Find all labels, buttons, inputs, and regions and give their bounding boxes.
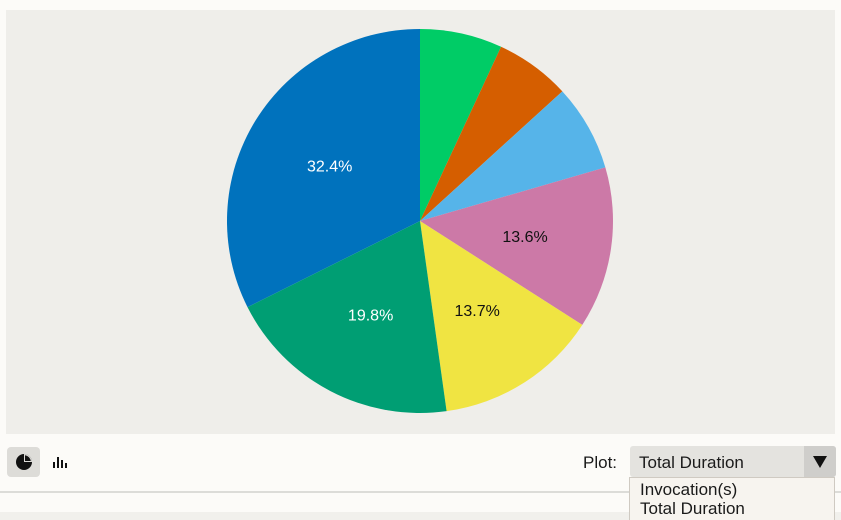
pie-slice-label-4: 13.7% bbox=[454, 303, 499, 320]
divider bbox=[0, 491, 841, 493]
triangle-down-icon bbox=[813, 455, 827, 468]
pie-slice-0[interactable] bbox=[420, 29, 502, 221]
pie-chart-icon bbox=[15, 454, 32, 470]
toolbar: Plot: Total Duration bbox=[0, 436, 841, 490]
plot-option-invocations[interactable]: Invocation(s) bbox=[640, 480, 738, 499]
chart-panel: 13.6% 13.7% 19.8% 32.4% bbox=[6, 10, 835, 434]
pie-slice-2[interactable] bbox=[420, 91, 606, 222]
pie-slice-3[interactable] bbox=[420, 167, 613, 325]
pie-slice-6[interactable] bbox=[226, 29, 420, 308]
plot-dropdown-list: Invocation(s) Total Duration bbox=[629, 477, 835, 520]
plot-select-value: Total Duration bbox=[639, 453, 744, 472]
pie-slice-5[interactable] bbox=[247, 221, 447, 413]
pie-slice-1[interactable] bbox=[420, 46, 563, 222]
pie-chart: 13.6% 13.7% 19.8% 32.4% bbox=[226, 29, 613, 413]
plot-option-total-duration[interactable]: Total Duration bbox=[640, 499, 745, 518]
pie-slice-label-5: 19.8% bbox=[348, 307, 393, 324]
lower-panel-edge bbox=[0, 512, 841, 520]
bar-chart-icon bbox=[53, 457, 67, 468]
dropdown-arrow[interactable] bbox=[804, 446, 836, 477]
pie-view-button[interactable] bbox=[7, 447, 40, 477]
bar-view-button[interactable] bbox=[50, 452, 70, 472]
plot-label: Plot: bbox=[583, 453, 618, 472]
pie-slice-label-3: 13.6% bbox=[502, 229, 547, 246]
pie-slice-label-6: 32.4% bbox=[307, 159, 352, 176]
plot-select[interactable]: Total Duration bbox=[630, 446, 836, 477]
pie-slice-4[interactable] bbox=[420, 221, 583, 412]
